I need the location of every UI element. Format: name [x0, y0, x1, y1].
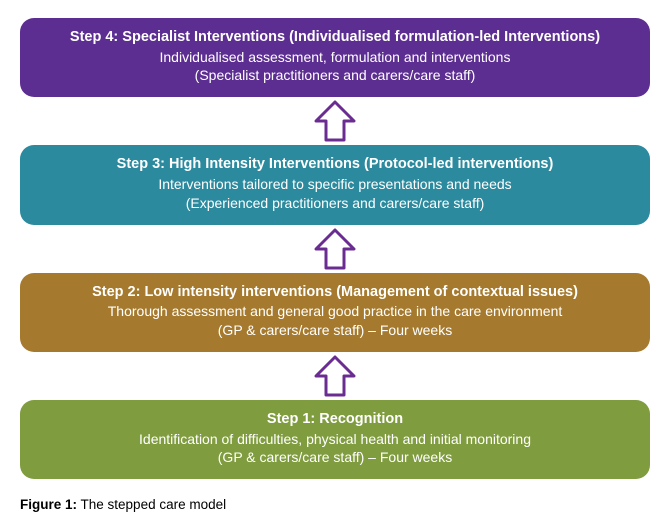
- stepped-care-diagram: Step 1: Recognition Identification of di…: [20, 18, 650, 479]
- step-4-box: Step 4: Specialist Interventions (Indivi…: [20, 18, 650, 97]
- step-4-title: Step 4: Specialist Interventions (Indivi…: [38, 28, 632, 48]
- step-2-box: Step 2: Low intensity interventions (Man…: [20, 273, 650, 352]
- up-arrow-icon: [312, 99, 358, 143]
- step-4-line2: (Specialist practitioners and carers/car…: [38, 66, 632, 85]
- step-1-title: Step 1: Recognition: [38, 410, 632, 430]
- step-1-box: Step 1: Recognition Identification of di…: [20, 400, 650, 479]
- step-1-line1: Identification of difficulties, physical…: [38, 430, 632, 449]
- step-3-line1: Interventions tailored to specific prese…: [38, 175, 632, 194]
- arrow-step1-to-step2: [312, 354, 358, 398]
- step-2-line1: Thorough assessment and general good pra…: [38, 302, 632, 321]
- step-3-box: Step 3: High Intensity Interventions (Pr…: [20, 145, 650, 224]
- arrow-step3-to-step4: [312, 99, 358, 143]
- step-4-line1: Individualised assessment, formulation a…: [38, 48, 632, 67]
- step-3-line2: (Experienced practitioners and carers/ca…: [38, 194, 632, 213]
- figure-caption: Figure 1: The stepped care model: [20, 497, 650, 512]
- step-3-title: Step 3: High Intensity Interventions (Pr…: [38, 155, 632, 175]
- arrow-step2-to-step3: [312, 227, 358, 271]
- step-2-title: Step 2: Low intensity interventions (Man…: [38, 283, 632, 303]
- step-1-line2: (GP & carers/care staff) – Four weeks: [38, 448, 632, 467]
- figure-caption-text: The stepped care model: [81, 497, 227, 512]
- up-arrow-icon: [312, 354, 358, 398]
- up-arrow-icon: [312, 227, 358, 271]
- figure-caption-label: Figure 1:: [20, 497, 77, 512]
- step-2-line2: (GP & carers/care staff) – Four weeks: [38, 321, 632, 340]
